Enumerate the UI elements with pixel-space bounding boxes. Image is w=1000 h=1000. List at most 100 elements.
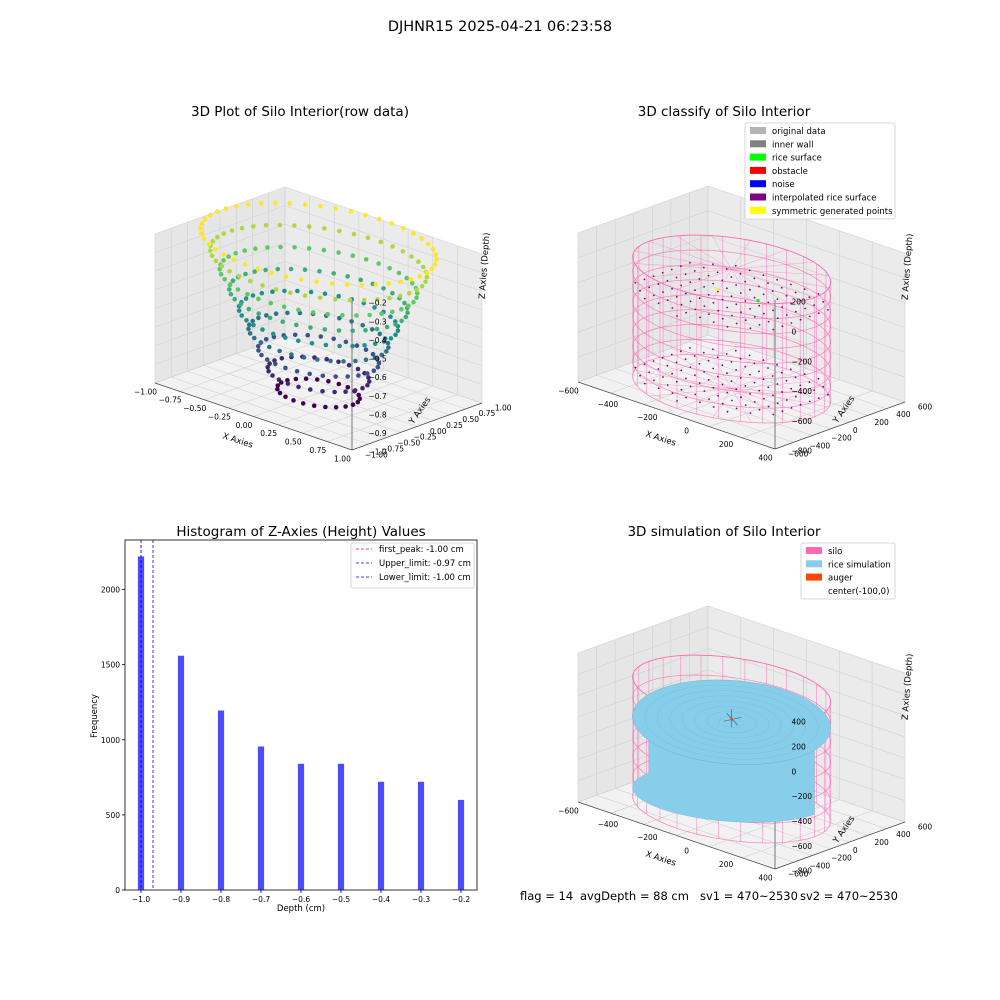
interpolated-point <box>749 288 751 291</box>
interpolated-point <box>749 393 751 395</box>
grid-line <box>171 376 369 445</box>
silo-radial-line <box>731 380 814 389</box>
scatter-point <box>395 328 401 334</box>
silo-radial-line <box>731 269 815 298</box>
panel-histogram: Histogram of Z-Axies (Height) Values −1.… <box>90 524 478 914</box>
silo-radial-line <box>731 269 830 289</box>
scatter-point <box>199 231 204 236</box>
scatter-point <box>322 327 328 332</box>
interpolated-point <box>708 313 710 315</box>
x-tick-label: −600 <box>558 386 579 395</box>
scatter-point <box>399 306 404 312</box>
grid-line <box>707 309 906 378</box>
interpolated-point <box>790 407 793 409</box>
legend-swatch <box>750 180 766 188</box>
scatter-point <box>343 339 349 345</box>
scatter-point <box>258 201 264 206</box>
y-tick-label: 1000 <box>101 736 120 745</box>
scatter-point <box>242 262 248 267</box>
interpolated-point <box>772 328 775 331</box>
scatter-point <box>336 328 342 333</box>
scatter-point <box>223 206 229 211</box>
panel2-legend-frame <box>744 122 896 220</box>
interpolated-point <box>735 284 737 286</box>
grid-line <box>577 185 709 234</box>
interpolated-point <box>744 404 747 406</box>
rice-mesh-line <box>719 716 745 728</box>
scatter-point <box>272 200 278 206</box>
grid-line <box>154 261 286 309</box>
grid-line <box>284 223 483 292</box>
interpolated-point <box>803 288 806 291</box>
x-tick-label: −0.5 <box>332 895 350 904</box>
z-tick-label: −0.6 <box>368 373 386 382</box>
interpolated-point <box>721 298 724 301</box>
legend-label: Upper_limit: -0.97 cm <box>379 559 471 569</box>
scatter-point <box>355 399 361 405</box>
scatter-point <box>406 303 411 309</box>
scatter-point <box>294 322 299 328</box>
y-tick-label: 0.75 <box>479 409 496 418</box>
interpolated-point <box>698 297 701 300</box>
scatter-point <box>324 356 330 362</box>
scatter-point <box>421 264 426 270</box>
interpolated-point <box>790 387 793 390</box>
figure-suptitle: DJHNR15 2025-04-21 06:23:58 <box>388 19 612 35</box>
interpolated-point <box>744 300 747 302</box>
scatter-point <box>344 282 350 287</box>
y-tick-label: 0.00 <box>430 427 447 436</box>
scatter-point <box>381 286 386 291</box>
z-tick-label: −200 <box>791 792 812 801</box>
scatter-point <box>332 389 337 395</box>
histogram-bar <box>457 799 465 890</box>
scatter-point <box>315 357 320 362</box>
panel2-silo-wireframe <box>632 234 832 424</box>
scatter-point <box>234 203 239 209</box>
interpolated-point <box>771 375 774 377</box>
interpolated-point <box>813 389 815 391</box>
z-tick-label: 400 <box>791 718 806 727</box>
interpolated-point <box>772 413 775 416</box>
scatter-point <box>365 235 371 241</box>
interpolated-point <box>653 379 655 382</box>
silo-radial-line <box>731 261 814 270</box>
x-tick-label: 1.00 <box>334 454 351 463</box>
scatter-point <box>430 247 436 252</box>
interpolated-point <box>753 401 756 403</box>
scatter-point <box>343 404 348 409</box>
silo-radial-line <box>648 360 732 389</box>
y-tick-label: 0 <box>115 886 120 895</box>
scatter-point <box>307 371 313 377</box>
interpolated-point <box>822 301 825 303</box>
scatter-point <box>278 244 283 250</box>
interpolated-point <box>693 355 696 357</box>
scatter-point <box>323 342 329 348</box>
interpolated-point <box>781 306 783 308</box>
interpolated-point <box>730 380 733 383</box>
scatter-point <box>373 282 379 287</box>
silo-radial-line <box>731 388 829 395</box>
grid-line <box>154 223 286 272</box>
interpolated-point <box>735 369 737 371</box>
interpolated-point <box>670 353 673 356</box>
interpolated-point <box>749 327 752 330</box>
grid-line <box>154 205 286 253</box>
scatter-point <box>296 338 301 344</box>
interpolated-point <box>684 273 687 276</box>
scatter-point <box>303 376 309 382</box>
scatter-point <box>409 254 414 259</box>
scatter-point <box>353 358 358 364</box>
interpolated-point <box>744 365 747 368</box>
scatter-point <box>301 355 307 360</box>
scatter-point <box>206 241 212 247</box>
scatter-point <box>289 352 294 357</box>
scatter-point <box>227 269 232 274</box>
interpolated-point <box>748 354 751 357</box>
legend-label: rice simulation <box>828 560 891 570</box>
axis-line <box>774 821 906 870</box>
grid-line <box>284 242 483 311</box>
panel2-title: 3D classify of Silo Interior <box>638 104 811 120</box>
scatter-point <box>252 335 257 341</box>
scatter-point <box>325 311 331 317</box>
y-tick-label: −600 <box>788 869 809 878</box>
